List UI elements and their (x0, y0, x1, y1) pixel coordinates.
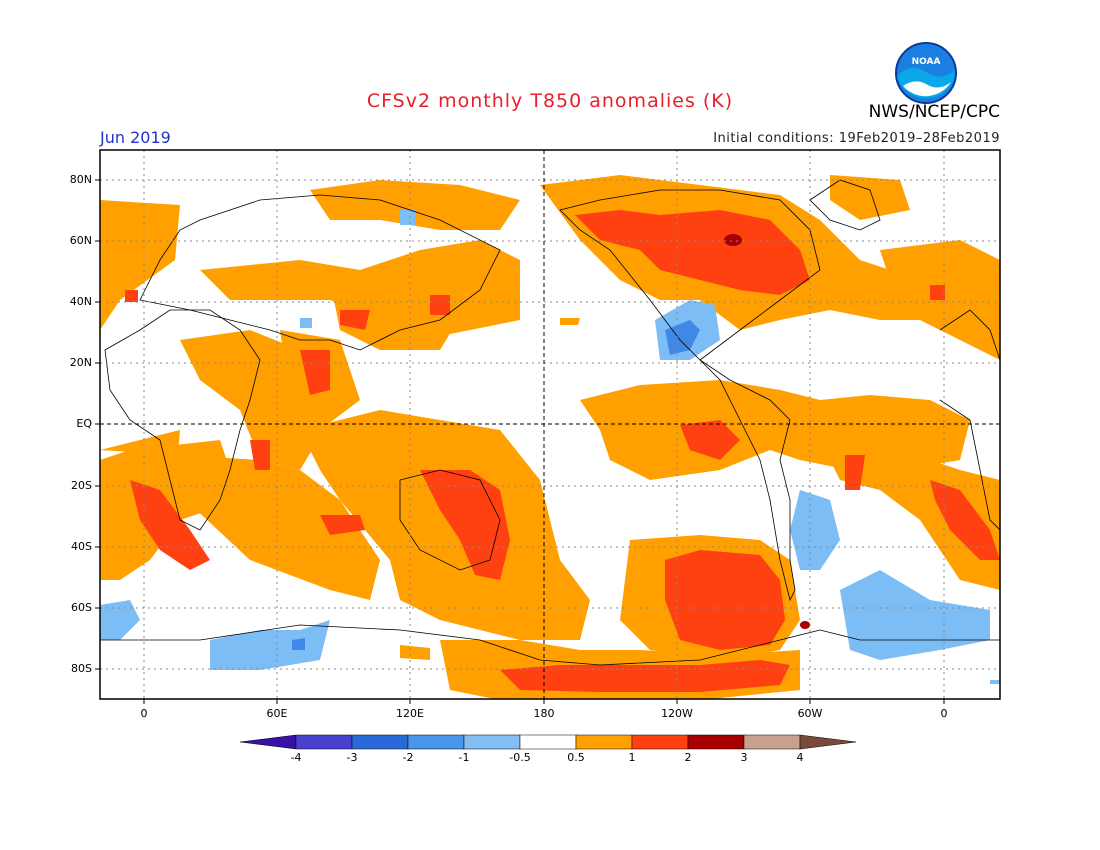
lon-label-120w: 120W (661, 707, 693, 720)
lat-label-eq: EQ (76, 417, 92, 430)
colorbar-label: -3 (346, 751, 358, 764)
lon-label-180: 180 (533, 707, 555, 720)
map-frame (99, 149, 1001, 700)
agency-label: NWS/NCEP/CPC (868, 102, 1000, 122)
colorbar (239, 734, 857, 750)
anomaly-regions-midblue (292, 320, 700, 650)
colorbar-swatch (407, 734, 465, 750)
reference-lines (100, 150, 1000, 699)
lat-label-40n: 40N (69, 295, 92, 308)
lat-label-60n: 60N (69, 234, 92, 247)
axis-ticks (95, 179, 945, 704)
colorbar-swatch (743, 734, 801, 750)
noaa-logo: NOAA (895, 42, 957, 104)
lon-label-0-east: 0 (940, 707, 948, 720)
colorbar-arrow-high (799, 734, 857, 750)
lon-label-120e: 120E (396, 707, 424, 720)
colorbar-label: -0.5 (509, 751, 531, 764)
noaa-logo-text: NOAA (912, 57, 941, 67)
lon-label-60e: 60E (266, 707, 288, 720)
colorbar-arrow-low (239, 734, 297, 750)
anomaly-fields (100, 150, 1000, 699)
colorbar-swatch (295, 734, 353, 750)
lon-label-60w: 60W (797, 707, 823, 720)
lat-label-20n: 20N (69, 356, 92, 369)
initial-conditions-label: Initial conditions: 19Feb2019–28Feb2019 (713, 131, 1000, 146)
coastlines (100, 179, 1000, 666)
colorbar-swatch (687, 734, 745, 750)
lat-label-20s: 20S (71, 479, 92, 492)
anomaly-regions-darkred (724, 234, 810, 629)
colorbar-label: -1 (458, 751, 470, 764)
page-title: CFSv2 monthly T850 anomalies (K) (366, 90, 734, 112)
colorbar-label: 1 (628, 751, 636, 764)
colorbar-label: 4 (796, 751, 804, 764)
anomaly-regions-red (125, 210, 1000, 692)
colorbar-label: -4 (290, 751, 302, 764)
colorbar-swatch (463, 734, 521, 750)
lat-label-40s: 40S (71, 540, 92, 553)
lat-label-60s: 60S (71, 601, 92, 614)
graticule (100, 150, 1000, 699)
lon-label-0: 0 (140, 707, 148, 720)
colorbar-swatch (631, 734, 689, 750)
colorbar-swatch (575, 734, 633, 750)
colorbar-swatch (351, 734, 409, 750)
lat-label-80s: 80S (71, 662, 92, 675)
colorbar-label: -2 (402, 751, 414, 764)
forecast-month-label: Jun 2019 (100, 128, 171, 147)
lat-label-80n: 80N (69, 173, 92, 186)
colorbar-label: 3 (740, 751, 748, 764)
anomaly-regions-orange (100, 175, 1000, 699)
colorbar-label: 0.5 (567, 751, 585, 764)
anomaly-regions-blue (100, 210, 1000, 684)
colorbar-label: 2 (684, 751, 692, 764)
colorbar-swatch (519, 734, 577, 750)
